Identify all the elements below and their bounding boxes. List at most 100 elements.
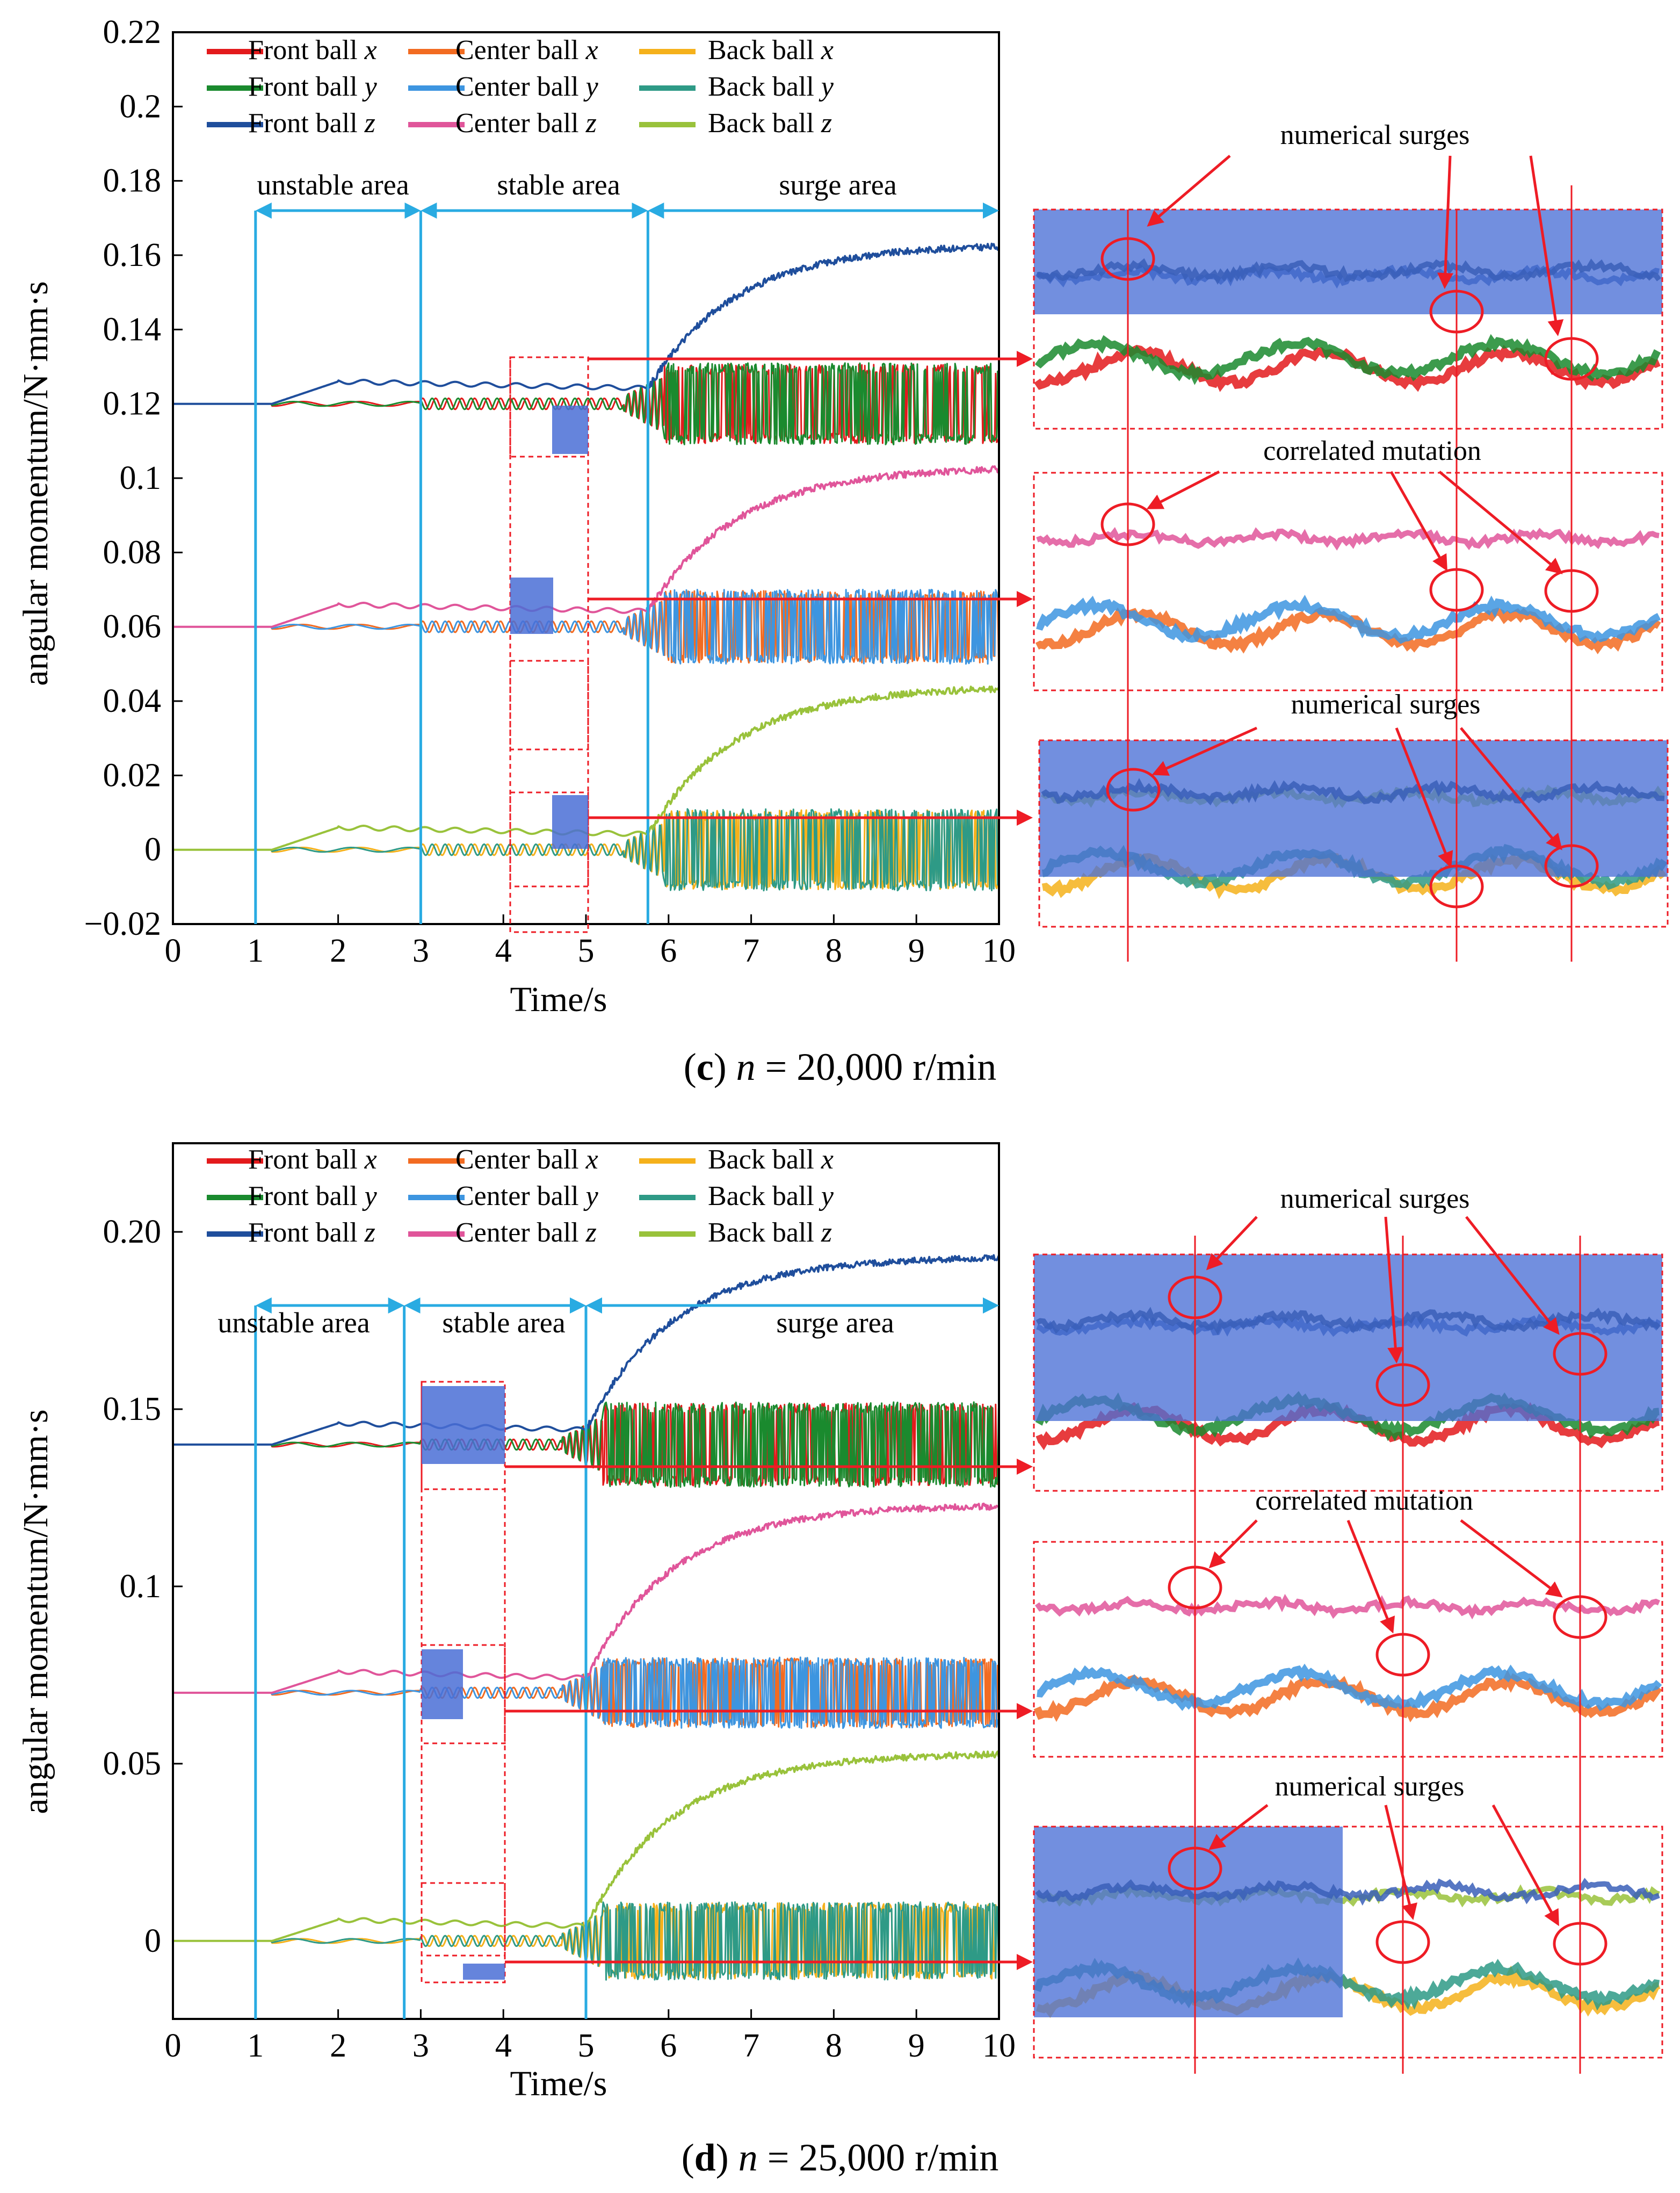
legend-name: Back ball — [708, 35, 821, 66]
zoom-highlight — [1034, 210, 1662, 314]
legend-entry: Front ball z — [248, 108, 375, 139]
y-tick-label: 0.06 — [103, 609, 162, 645]
highlight-block — [422, 1386, 505, 1464]
plot-frame — [172, 31, 1000, 925]
annotation-arrow — [1206, 1216, 1258, 1271]
legend-entry: Center ball z — [455, 108, 597, 139]
caption-speed: = 20,000 r/min — [756, 1045, 997, 1088]
x-tick-label: 6 — [660, 933, 677, 969]
legend-axis: x — [585, 35, 598, 66]
annotation-arrow — [1389, 471, 1447, 572]
x-tick-label: 8 — [825, 933, 842, 969]
annotation-arrow — [1529, 155, 1564, 336]
annotation-arrow — [1208, 1519, 1258, 1569]
legend-axis: x — [585, 1144, 598, 1175]
legend-axis: z — [364, 108, 375, 139]
legend-entry: Center ball z — [455, 1217, 597, 1248]
x-tick-label: 4 — [495, 2028, 512, 2064]
legend-axis: z — [585, 1217, 597, 1248]
zoom-source-box — [509, 660, 589, 751]
mutation-circle — [1553, 1332, 1607, 1376]
x-tick-label: 3 — [412, 2028, 429, 2064]
legend-axis: x — [364, 1144, 377, 1175]
legend-name: Center ball — [455, 108, 586, 139]
annotation-arrow — [1465, 1216, 1560, 1335]
legend-entry: Back ball x — [708, 35, 834, 66]
zoom-box — [1033, 1826, 1663, 2059]
region-label-stable: stable area — [442, 1307, 565, 1339]
x-tick-label: 7 — [743, 2028, 759, 2064]
annotation-numerical-surges: numerical surges — [1280, 120, 1470, 150]
legend-name: Back ball — [708, 1181, 821, 1211]
zoom-trace-z — [1034, 1593, 1660, 1620]
x-tick-label: 0 — [165, 2028, 182, 2064]
mutation-circle — [1168, 1275, 1222, 1319]
mutation-circle — [1544, 844, 1599, 888]
legend-name: Center ball — [455, 1144, 586, 1175]
mutation-circle — [1544, 569, 1599, 613]
zoom-panel — [1033, 1826, 1663, 2059]
y-tick-labels: 0.20 0.15 0.1 0.05 0 — [103, 1214, 183, 1959]
x-tick-label: 2 — [330, 2028, 346, 2064]
legend-axis: y — [583, 1181, 599, 1211]
x-tick-label: 2 — [330, 933, 346, 969]
caption-variable: n — [736, 1045, 756, 1088]
x-tick-label: 9 — [908, 933, 925, 969]
mutation-circle — [1553, 1922, 1607, 1966]
legend-entry: Back ball y — [708, 1181, 834, 1211]
zoom-highlight — [1034, 1254, 1662, 1421]
annotation-arrow — [1146, 470, 1220, 509]
y-tick-label: 0.02 — [103, 757, 162, 793]
annotation-arrow — [1384, 1805, 1417, 1920]
series-center-ball-z — [172, 465, 1000, 628]
region-label-unstable: unstable area — [257, 169, 409, 201]
legend-axis: z — [821, 108, 832, 139]
legend-name: Front ball — [248, 35, 365, 66]
legend-axis: x — [821, 1144, 834, 1175]
legend-entry: Center ball y — [455, 1181, 599, 1211]
legend-axis: y — [819, 71, 834, 102]
y-tick-label: 0.1 — [120, 1568, 162, 1605]
y-tick-label: 0.14 — [103, 311, 162, 348]
legend-name: Back ball — [708, 1217, 821, 1248]
mutation-circle — [1429, 568, 1484, 612]
annotation-arrow — [1395, 727, 1453, 868]
x-tick-label: 10 — [982, 933, 1016, 969]
zoom-panel — [1033, 472, 1663, 691]
series-center-ball-x — [173, 590, 1000, 664]
y-tick-label: 0.15 — [103, 1391, 162, 1427]
y-tick-label: 0.18 — [103, 163, 162, 199]
mutation-circle — [1429, 864, 1484, 908]
mutation-circle — [1106, 768, 1161, 812]
x-tick-label: 0 — [165, 933, 182, 969]
caption-speed: = 25,000 r/min — [758, 2136, 999, 2179]
caption-letter: d — [694, 2136, 716, 2179]
x-tick-label: 1 — [247, 2028, 264, 2064]
decorations — [172, 31, 1669, 962]
y-tick-label: 0.05 — [103, 1745, 162, 1782]
legend-axis: y — [362, 71, 378, 102]
legend-entry: Front ball z — [248, 1217, 375, 1248]
highlight-block — [463, 1964, 505, 1980]
zoom-box — [1033, 1253, 1663, 1492]
legend-axis: y — [362, 1181, 378, 1211]
zoom-trace-z — [1036, 526, 1660, 551]
y-tick-label: −0.02 — [84, 906, 161, 942]
annotation-numerical-surges: numerical surges — [1275, 1771, 1465, 1802]
series-lines — [172, 242, 1000, 892]
y-tick-label: 0.22 — [103, 14, 162, 51]
mutation-circle — [1168, 1566, 1222, 1610]
legend-entry: Center ball x — [455, 35, 598, 66]
zoom-trace-overlay — [1037, 258, 1661, 285]
y-tick-label: 0.16 — [103, 237, 162, 273]
region-label-surge: surge area — [779, 169, 896, 201]
x-tick-label: 1 — [247, 933, 264, 969]
annotation-arrow — [1460, 727, 1562, 850]
series-center-ball-y — [173, 589, 1000, 665]
region-label-stable: stable area — [497, 169, 620, 201]
legend-axis: z — [364, 1217, 375, 1248]
zoom-trace-overlay — [1035, 1878, 1660, 1906]
x-tick-label: 9 — [908, 2028, 925, 2064]
